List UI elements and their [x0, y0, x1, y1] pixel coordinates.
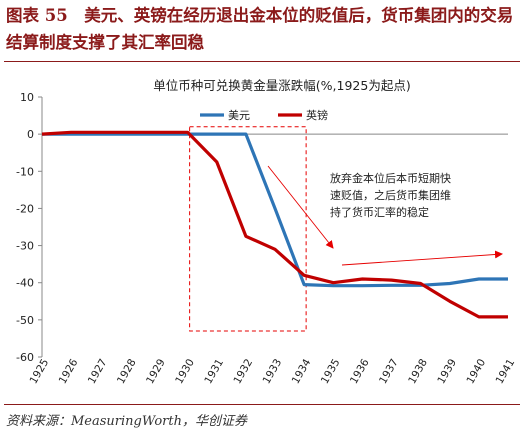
x-tick-label: 1930 [173, 357, 197, 386]
x-tick-label: 1932 [231, 357, 255, 386]
x-tick-label: 1926 [57, 357, 81, 386]
annotation-arrow-flat [341, 250, 503, 266]
y-tick-label: -50 [16, 314, 34, 327]
y-tick-label: 0 [27, 128, 34, 141]
highlight-box [189, 126, 307, 332]
y-tick-label: -30 [16, 240, 34, 253]
x-tick-label: 1936 [348, 357, 372, 386]
x-tick-label: 1941 [494, 357, 518, 386]
x-tick-label: 1929 [144, 357, 168, 386]
legend-label-usd: 美元 [228, 109, 250, 122]
title-rule [4, 61, 520, 62]
legend-label-gbp: 英镑 [306, 108, 328, 122]
x-tick-label: 1927 [86, 357, 110, 386]
chart-title: 单位币种可兑换黄金量涨跌幅(%,1925为起点) [153, 78, 410, 93]
series-line-gbp [41, 130, 508, 319]
annotation-line: 放弃金本位后本币短期快 [330, 171, 451, 185]
annotation-arrow-down [267, 165, 334, 249]
x-tick-label: 1935 [319, 357, 343, 386]
chart-series-lines [41, 130, 508, 319]
x-tick-label: 1928 [115, 357, 139, 386]
chart-legend: 美元 英镑 [200, 108, 328, 122]
y-tick-label: -60 [16, 351, 34, 364]
x-tick-label: 1940 [464, 357, 488, 386]
x-tick-label: 1937 [377, 357, 401, 386]
y-tick-label: -40 [16, 277, 34, 290]
y-tick-label: 10 [20, 91, 34, 104]
y-tick-label: -10 [16, 165, 34, 178]
x-tick-label: 1939 [435, 357, 459, 386]
source-rule [4, 404, 520, 405]
y-tick-label: -20 [16, 202, 34, 215]
series-line-usd [42, 132, 508, 288]
x-tick-label: 1938 [406, 357, 430, 386]
x-tick-label: 1934 [290, 357, 314, 386]
x-tick-label: 1931 [202, 357, 226, 386]
figure-title: 图表 55 美元、英镑在经历退出金本位的贬值后，货币集团内的交易结算制度支撑了其… [6, 6, 514, 52]
x-tick-label: 1933 [261, 357, 285, 386]
line-chart: 单位币种可兑换黄金量涨跌幅(%,1925为起点) 10 0 -10 -20 -30 -40… [16, 78, 518, 386]
annotation-line: 速贬值，之后货币集团维 [330, 188, 451, 202]
highlight-rect [189, 126, 307, 332]
source-note: 资料来源：MeasuringWorth，华创证券 [6, 414, 247, 429]
annotation-line: 持了货币汇率的稳定 [330, 205, 429, 219]
